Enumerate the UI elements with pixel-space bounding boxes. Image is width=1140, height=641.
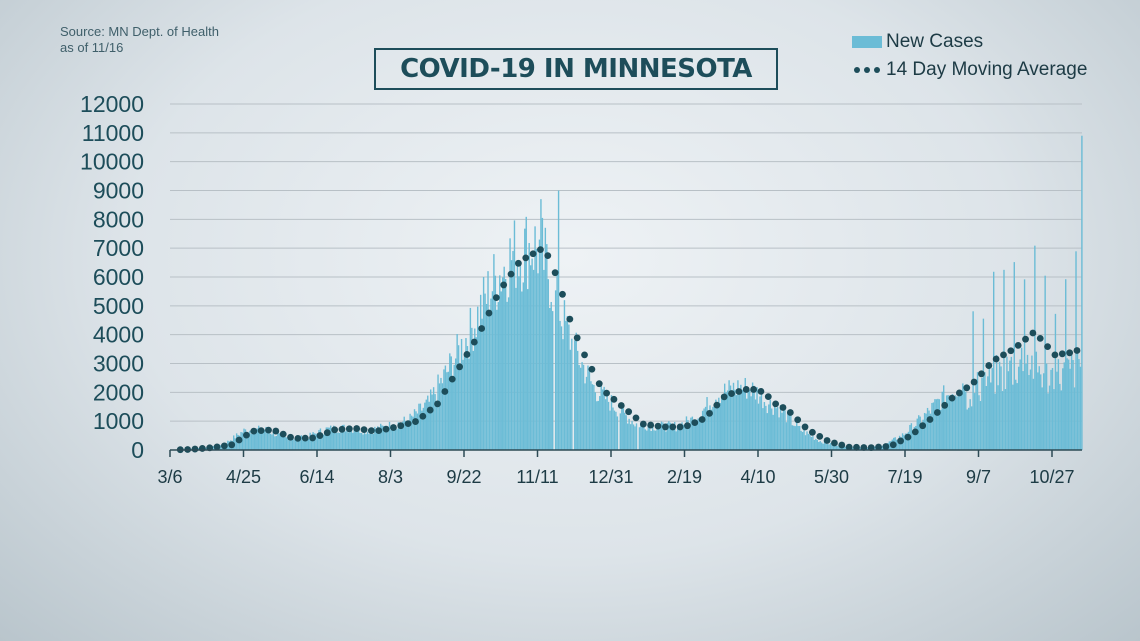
moving-average-line bbox=[176, 246, 1081, 454]
y-tick-label: 1000 bbox=[93, 408, 144, 434]
x-tick-label: 10/27 bbox=[1029, 467, 1074, 487]
x-tick-label: 11/11 bbox=[516, 467, 558, 487]
x-tick-label: 4/25 bbox=[226, 467, 261, 487]
x-tick-label: 7/19 bbox=[887, 467, 922, 487]
x-tick-label: 3/6 bbox=[157, 467, 182, 487]
chart-title-box: COVID-19 IN MINNESOTA bbox=[374, 48, 778, 90]
legend-label: New Cases bbox=[886, 31, 984, 52]
y-tick-label: 3000 bbox=[93, 351, 144, 377]
x-tick-label: 4/10 bbox=[740, 467, 775, 487]
as-of-date: as of 11/16 bbox=[60, 40, 124, 55]
y-tick-label: 6000 bbox=[93, 264, 144, 290]
legend: New Cases 14 Day Moving Average bbox=[852, 28, 1087, 84]
x-tick-label: 2/19 bbox=[667, 467, 702, 487]
x-tick-label: 8/3 bbox=[378, 467, 403, 487]
y-tick-label: 9000 bbox=[93, 178, 144, 204]
chart-title: COVID-19 IN MINNESOTA bbox=[400, 54, 752, 84]
legend-label: 14 Day Moving Average bbox=[886, 59, 1088, 80]
legend-item-new-cases: New Cases bbox=[852, 28, 1087, 56]
bar-swatch-icon bbox=[852, 36, 882, 48]
x-tick-label: 9/22 bbox=[446, 467, 481, 487]
y-tick-label: 8000 bbox=[93, 206, 144, 232]
y-tick-label: 0 bbox=[131, 437, 144, 463]
y-tick-label: 11000 bbox=[82, 120, 144, 146]
y-axis: 0100020003000400050006000700080009000100… bbox=[80, 91, 144, 463]
gridlines bbox=[170, 103, 1082, 422]
new-cases-bars bbox=[169, 135, 1083, 450]
source-note: Source: MN Dept. of Health as of 11/16 bbox=[60, 24, 219, 56]
y-tick-label: 4000 bbox=[93, 322, 144, 348]
x-tick-label: 6/14 bbox=[299, 467, 334, 487]
x-axis: 3/6 4/25 6/14 8/3 9/22 11/11 12/31 2/19 4/10 5/30… bbox=[157, 449, 1082, 487]
y-tick-label: 12000 bbox=[80, 91, 144, 117]
source-line: Source: MN Dept. of Health bbox=[60, 24, 219, 39]
y-tick-label: 2000 bbox=[93, 379, 144, 405]
y-tick-label: 5000 bbox=[93, 293, 144, 319]
x-tick-label: 9/7 bbox=[966, 467, 991, 487]
dotted-line-icon bbox=[852, 67, 882, 73]
y-tick-label: 7000 bbox=[93, 235, 144, 261]
y-tick-label: 10000 bbox=[80, 149, 144, 175]
legend-item-moving-average: 14 Day Moving Average bbox=[852, 56, 1087, 84]
x-tick-label: 12/31 bbox=[588, 467, 633, 487]
x-tick-label: 5/30 bbox=[814, 467, 849, 487]
